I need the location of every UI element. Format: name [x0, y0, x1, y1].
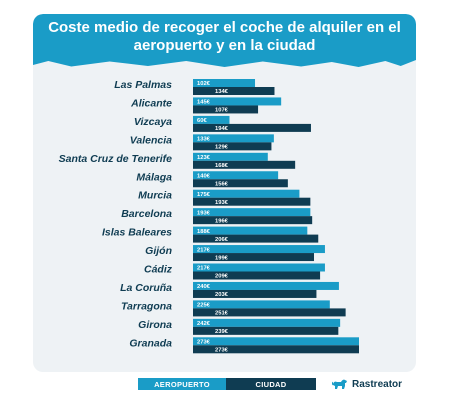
- category-label: Valencia: [130, 134, 172, 146]
- bar-aeropuerto: [193, 134, 274, 143]
- category-label: Santa Cruz de Tenerife: [59, 153, 173, 165]
- data-label-aeropuerto: 242€: [197, 321, 211, 327]
- category-label: Vizcaya: [134, 116, 172, 128]
- brand-logo: Rastreator: [332, 377, 402, 391]
- legend-ciudad: CIUDAD: [226, 378, 316, 390]
- dog-icon: [332, 379, 347, 389]
- data-label-aeropuerto: 217€: [197, 266, 211, 272]
- data-label-ciudad: 193€: [215, 200, 229, 206]
- bar-ciudad: [193, 123, 311, 132]
- data-label-ciudad: 209€: [215, 274, 229, 280]
- data-label-ciudad: 273€: [215, 348, 229, 354]
- bar-aeropuerto: [193, 115, 230, 124]
- bar-aeropuerto: [193, 97, 282, 106]
- bar-ciudad: [193, 289, 317, 298]
- category-label: Granada: [129, 337, 172, 349]
- data-label-ciudad: 156€: [215, 181, 229, 187]
- legend-aeropuerto: AEROPUERTO: [138, 378, 226, 390]
- bar-aeropuerto: [193, 171, 279, 180]
- data-label-ciudad: 239€: [215, 329, 229, 335]
- category-label: Cádiz: [144, 264, 173, 276]
- bar-aeropuerto: [193, 281, 339, 290]
- data-label-aeropuerto: 140€: [197, 173, 211, 179]
- category-label: Gijón: [145, 245, 172, 257]
- category-label: Girona: [138, 319, 172, 331]
- data-label-ciudad: 107€: [215, 108, 229, 114]
- bar-ciudad: [193, 253, 315, 262]
- brand-name: Rastreator: [352, 378, 403, 390]
- category-label: Málaga: [136, 171, 172, 183]
- bar-aeropuerto: [193, 189, 300, 198]
- category-label: Tarragona: [121, 300, 172, 312]
- data-label-ciudad: 129€: [215, 145, 229, 151]
- bar-aeropuerto: [193, 337, 359, 346]
- data-label-ciudad: 196€: [215, 218, 229, 224]
- title-banner: Coste medio de recoger el coche de alqui…: [33, 14, 416, 60]
- category-label: Alicante: [130, 97, 172, 109]
- bar-aeropuerto: [193, 300, 330, 309]
- data-label-ciudad: 206€: [215, 237, 229, 243]
- data-label-ciudad: 251€: [215, 311, 229, 317]
- category-label: Islas Baleares: [102, 227, 172, 239]
- chart-title: Coste medio de recoger el coche de alqui…: [48, 19, 401, 54]
- bar-aeropuerto: [193, 208, 311, 217]
- bar-aeropuerto: [193, 79, 256, 87]
- bar-ciudad: [193, 216, 313, 225]
- bar-ciudad: [193, 308, 346, 317]
- bar-aeropuerto: [193, 152, 268, 161]
- bar-ciudad: [193, 179, 288, 188]
- data-label-ciudad: 134€: [215, 89, 229, 95]
- bar-ciudad: [193, 326, 339, 335]
- category-label: Barcelona: [121, 208, 172, 220]
- data-label-aeropuerto: 217€: [197, 247, 211, 253]
- category-label: Las Palmas: [114, 79, 172, 91]
- data-label-aeropuerto: 133€: [197, 137, 211, 143]
- bar-aeropuerto: [193, 318, 341, 327]
- bar-ciudad: [193, 87, 275, 95]
- data-label-ciudad: 168€: [215, 163, 229, 169]
- bar-ciudad: [193, 197, 311, 206]
- data-label-aeropuerto: 175€: [197, 192, 211, 198]
- data-label-aeropuerto: 240€: [197, 284, 211, 290]
- bar-aeropuerto: [193, 245, 325, 254]
- bar-ciudad: [193, 105, 259, 114]
- category-label: La Coruña: [120, 282, 172, 294]
- data-label-aeropuerto: 102€: [197, 81, 211, 87]
- bar-ciudad: [193, 142, 272, 151]
- bar-ciudad: [193, 160, 296, 169]
- data-label-ciudad: 194€: [215, 126, 229, 132]
- data-label-ciudad: 203€: [215, 292, 229, 298]
- bar-ciudad: [193, 345, 359, 354]
- bar-aeropuerto: [193, 226, 308, 235]
- data-label-aeropuerto: 193€: [197, 210, 211, 216]
- bar-ciudad: [193, 271, 321, 280]
- data-label-aeropuerto: 145€: [197, 100, 211, 106]
- bar-ciudad: [193, 234, 319, 243]
- bar-aeropuerto: [193, 263, 325, 272]
- category-label: Murcia: [138, 190, 172, 202]
- data-label-aeropuerto: 123€: [197, 155, 211, 161]
- data-label-aeropuerto: 273€: [197, 340, 211, 346]
- data-label-ciudad: 199€: [215, 255, 229, 261]
- data-label-aeropuerto: 188€: [197, 229, 211, 235]
- data-label-aeropuerto: 60€: [197, 118, 207, 124]
- data-label-aeropuerto: 225€: [197, 303, 211, 309]
